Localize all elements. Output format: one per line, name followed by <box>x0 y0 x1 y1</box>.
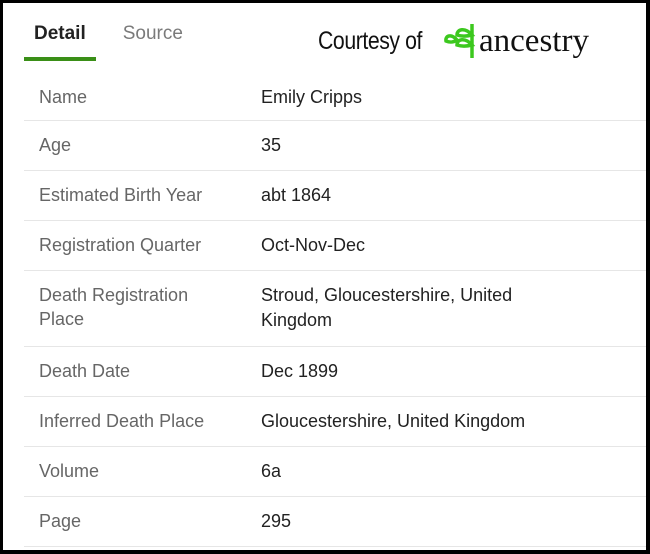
field-label: Death Date <box>39 361 131 381</box>
field-label: Death Registration Place <box>39 285 189 329</box>
field-label: Inferred Death Place <box>39 411 205 431</box>
field-value: Dec 1899 <box>261 361 339 381</box>
ancestry-leaf-icon <box>444 24 476 58</box>
field-label: Estimated Birth Year <box>39 185 203 205</box>
tab-source[interactable]: Source <box>122 23 183 44</box>
record-panel: Detail Source Courtesy of ancestry Name E… <box>3 3 646 550</box>
field-label: Age <box>39 135 72 155</box>
detail-table: Name Emily Cripps Age 35 Estimated Birth Yea… <box>24 71 646 547</box>
field-label: Page <box>39 511 82 531</box>
table-row: Registration Quarter Oct-Nov-Dec <box>24 221 646 271</box>
field-value: Emily Cripps <box>261 87 363 107</box>
tab-detail[interactable]: Detail <box>24 3 96 61</box>
table-row: Name Emily Cripps <box>24 71 646 121</box>
ancestry-logo: Courtesy of ancestry <box>318 23 589 59</box>
tab-bar: Detail Source <box>24 3 193 61</box>
table-row: Death Registration Place Stroud, Gloucest… <box>24 271 646 347</box>
field-value: 6a <box>261 461 282 481</box>
table-row: Age 35 <box>24 121 646 171</box>
field-value: 295 <box>261 511 292 531</box>
field-label: Name <box>39 87 88 107</box>
field-value: Stroud, Gloucestershire, United Kingdom <box>261 285 513 330</box>
courtesy-text: Courtesy of <box>318 26 422 55</box>
table-row: Page 295 <box>24 497 646 547</box>
field-label: Volume <box>39 461 100 481</box>
table-row: Inferred Death Place Gloucestershire, Uni… <box>24 397 646 447</box>
table-row: Volume 6a <box>24 447 646 497</box>
field-value: abt 1864 <box>261 185 332 205</box>
table-row: Death Date Dec 1899 <box>24 347 646 397</box>
table-row: Estimated Birth Year abt 1864 <box>24 171 646 221</box>
brand-text: ancestry <box>479 22 589 59</box>
field-value: Oct-Nov-Dec <box>261 235 366 255</box>
field-value: 35 <box>261 135 282 155</box>
field-value: Gloucestershire, United Kingdom <box>261 411 526 431</box>
field-label: Registration Quarter <box>39 235 202 255</box>
